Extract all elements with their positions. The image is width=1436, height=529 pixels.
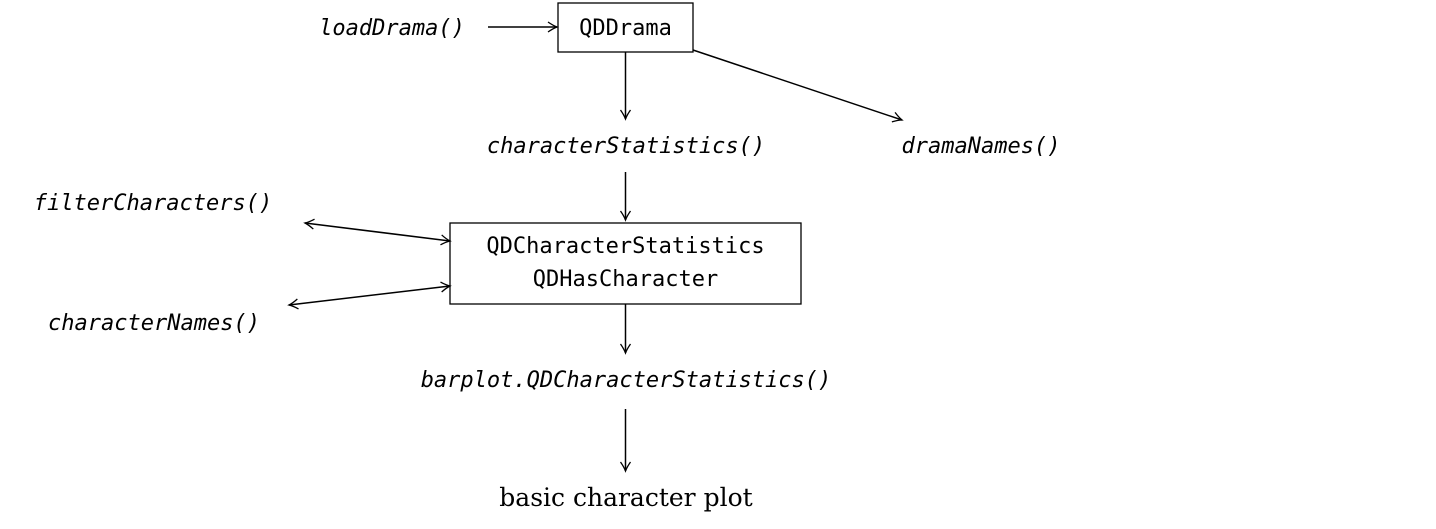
edge-character-names-bidirectional [287,281,452,310]
qd-drama-box [557,2,694,53]
qd-drama-label: QDDrama [579,16,672,41]
edge-filter-characters-bidirectional [303,218,452,246]
qd-character-statistics-label: QDCharacterStatistics [486,234,764,259]
basic-character-plot-label: basic character plot [499,483,752,512]
character-statistics-label: characterStatistics() [487,134,765,159]
edge-qd-drama-to-drama-names [692,49,904,123]
character-names-label: characterNames() [48,311,260,336]
load-drama-label: loadDrama() [319,16,465,41]
filter-characters-label: filterCharacters() [34,191,272,216]
qd-character-statistics-box [449,222,802,305]
qd-has-character-label: QDHasCharacter [533,267,718,292]
barplot-label: barplot.QDCharacterStatistics() [421,368,832,393]
drama-names-label: dramaNames() [902,134,1061,159]
